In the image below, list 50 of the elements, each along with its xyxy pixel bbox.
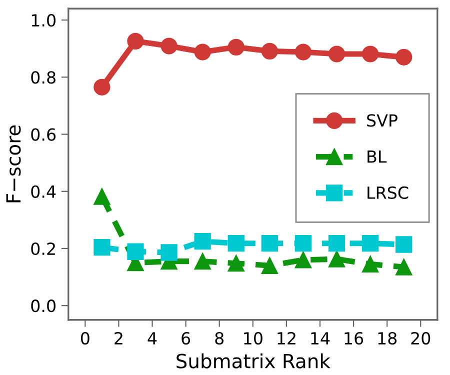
point (160, 244, 178, 261)
y-tick-label: 0.0 (31, 300, 56, 312)
x-tick-label: 18 (378, 332, 397, 345)
point (94, 188, 110, 205)
point (261, 42, 278, 60)
point (194, 233, 211, 250)
y-tick-label: 0.8 (31, 71, 56, 84)
point (94, 78, 110, 96)
y-tick-label: 1.0 (32, 14, 56, 27)
point (294, 235, 312, 252)
point (396, 48, 412, 66)
x-tick-label: 10 (244, 332, 262, 345)
point (127, 243, 144, 260)
legend-label: BL (368, 150, 387, 163)
x-tick-label: 0 (80, 332, 90, 345)
point (194, 253, 211, 270)
point (294, 252, 312, 268)
y-tick-label: 0.4 (31, 185, 56, 198)
x-tick-label: 14 (311, 332, 330, 344)
x-axis-title: Submatrix Rank (176, 353, 330, 368)
legend-label: SVP (367, 114, 398, 127)
point (261, 235, 278, 252)
point (328, 250, 346, 268)
y-axis-title: F−score (6, 125, 21, 202)
x-tick-label: 2 (114, 332, 122, 344)
point (194, 44, 211, 60)
x-tick-label: 8 (215, 332, 224, 345)
point (328, 46, 346, 62)
point (94, 239, 110, 256)
point (396, 236, 412, 253)
point (396, 258, 412, 276)
y-tick-label: 0.2 (31, 242, 55, 256)
point (362, 46, 379, 62)
point (160, 38, 178, 54)
point (228, 235, 244, 252)
x-tick-label: 6 (182, 332, 190, 345)
x-tick-label: 12 (278, 332, 296, 344)
y-tick-label: 0.6 (31, 128, 56, 141)
x-tick-label: 4 (148, 332, 157, 344)
point (328, 235, 346, 252)
point (228, 38, 244, 56)
point (362, 256, 379, 273)
point (228, 255, 244, 272)
point (261, 257, 278, 274)
legend-label: LRSC (368, 186, 408, 199)
point (127, 32, 144, 50)
x-tick-label: 20 (411, 332, 430, 345)
point (362, 235, 379, 252)
x-tick-label: 16 (344, 332, 364, 345)
point (294, 44, 312, 60)
